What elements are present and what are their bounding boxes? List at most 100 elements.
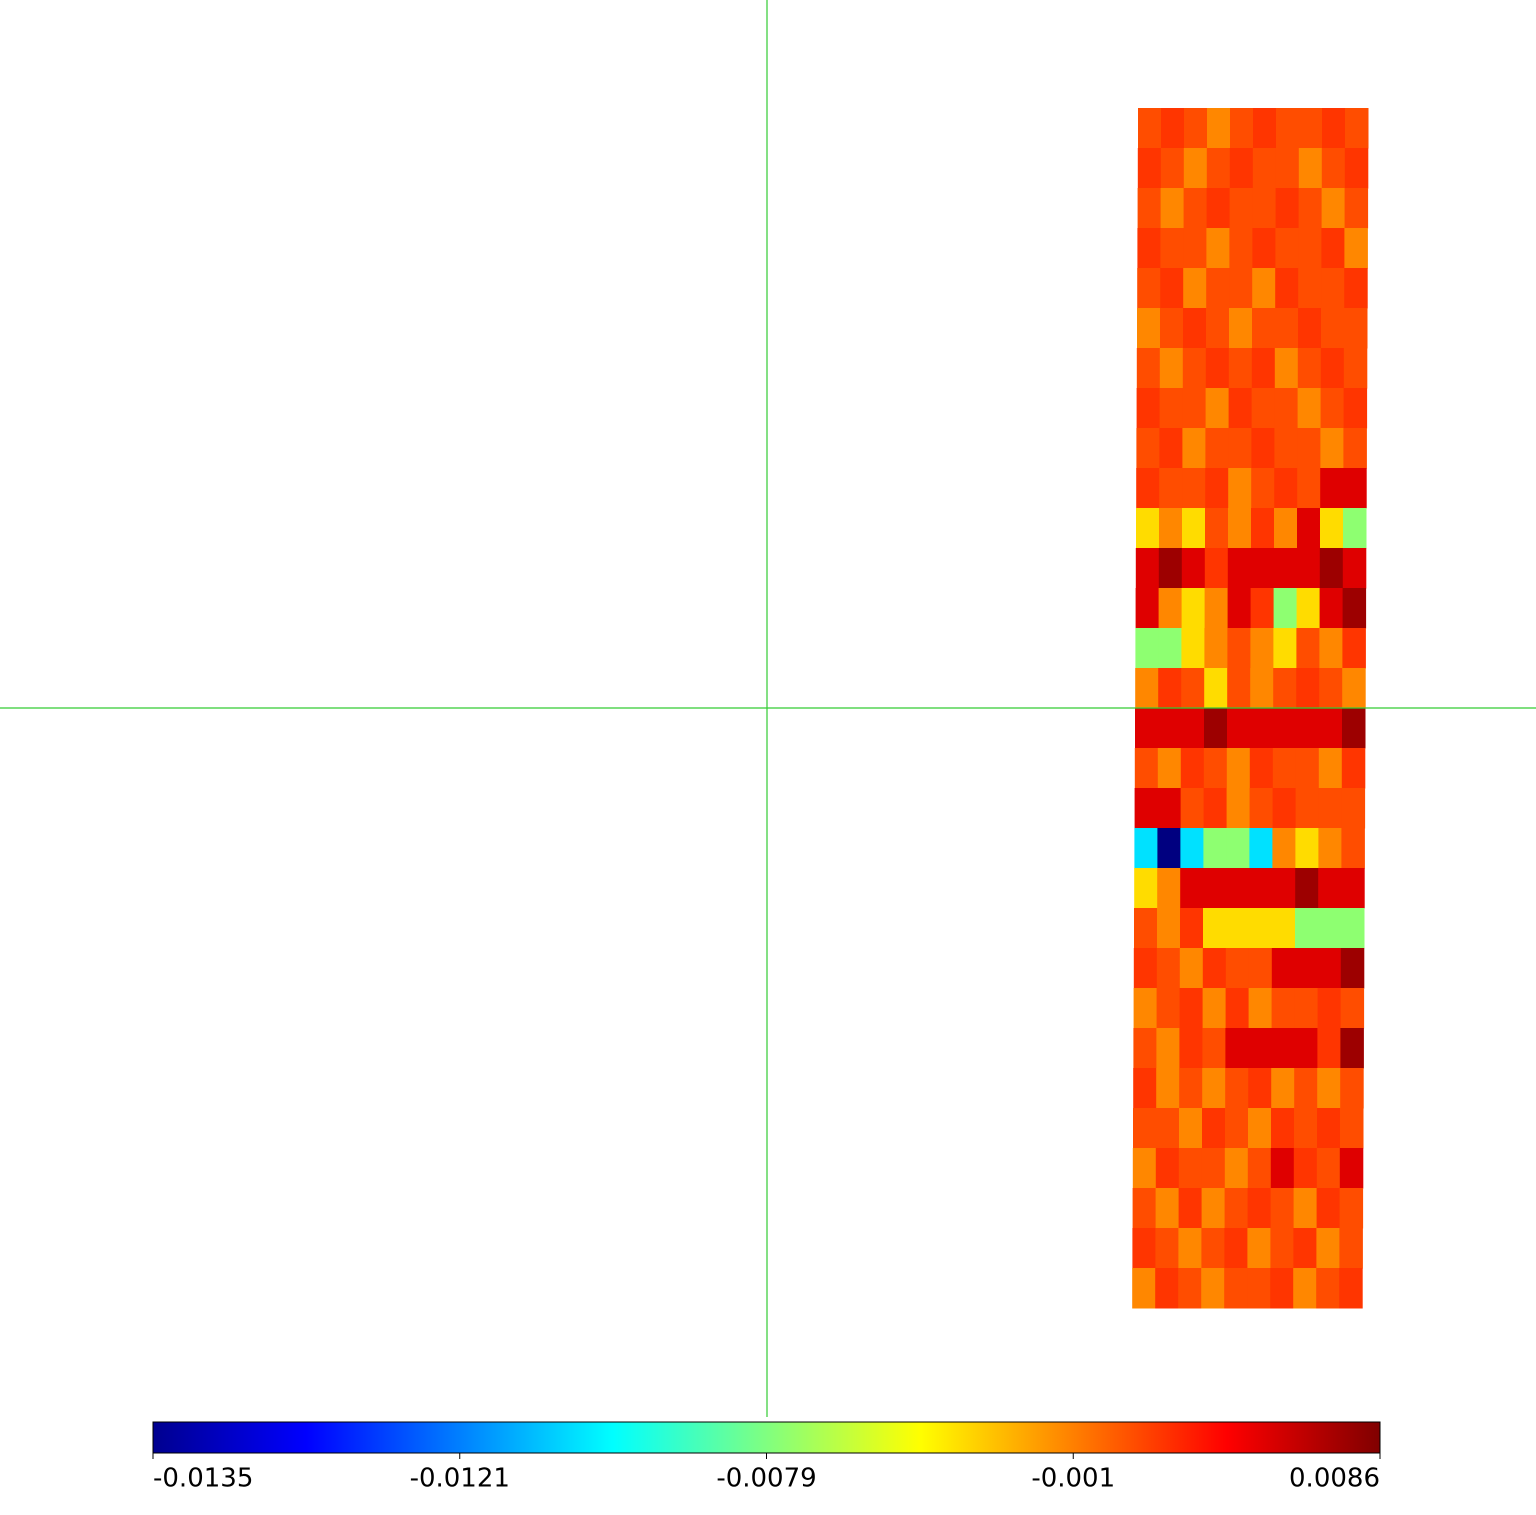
heatmap-cell	[1250, 668, 1274, 709]
heatmap-cell	[1157, 748, 1182, 789]
heatmap-cell	[1297, 508, 1321, 549]
heatmap-cell	[1136, 468, 1160, 509]
heatmap-cell	[1272, 788, 1297, 829]
heatmap-cell	[1340, 1108, 1364, 1149]
heatmap-cell	[1319, 708, 1343, 749]
heatmap-cell	[1344, 148, 1369, 189]
heatmap-cell	[1207, 108, 1231, 149]
heatmap-cell	[1344, 268, 1368, 309]
heatmap-cell	[1319, 548, 1344, 589]
heatmap-cell	[1229, 148, 1254, 189]
heatmap-cell	[1340, 988, 1365, 1029]
colorbar-tick-label: -0.0135	[153, 1464, 253, 1494]
heatmap-cell	[1296, 548, 1321, 589]
heatmap-cell	[1181, 708, 1205, 749]
heatmap-cell	[1298, 188, 1323, 229]
heatmap-cell	[1178, 1228, 1202, 1269]
heatmap-cell	[1156, 948, 1181, 989]
heatmap-cell	[1132, 1228, 1156, 1269]
heatmap-cell	[1296, 628, 1320, 669]
heatmap-cell	[1320, 348, 1345, 389]
heatmap-cell	[1227, 588, 1252, 629]
heatmap-cell	[1224, 1268, 1248, 1309]
heatmap-cell	[1249, 748, 1274, 789]
heatmap-cell	[1248, 1028, 1272, 1069]
heatmap-cell	[1225, 1108, 1249, 1149]
heatmap-cell	[1343, 428, 1367, 469]
heatmap-cell	[1225, 948, 1250, 989]
heatmap-cell	[1133, 1028, 1157, 1069]
heatmap-cell	[1133, 1108, 1157, 1149]
heatmap-cell	[1340, 1068, 1364, 1109]
heatmap-cell	[1295, 868, 1319, 909]
heatmap-cell	[1295, 788, 1320, 829]
heatmap-cell	[1271, 1108, 1295, 1149]
heatmap-cell	[1182, 428, 1206, 469]
heatmap-cell	[1251, 508, 1275, 549]
heatmap-cell	[1183, 308, 1207, 349]
heatmap-cell	[1272, 748, 1297, 789]
heatmap-cell	[1343, 348, 1368, 389]
heatmap-cell	[1320, 468, 1344, 509]
heatmap-cell	[1248, 1068, 1272, 1109]
heatmap-cell	[1293, 1268, 1317, 1309]
heatmap-cell	[1225, 1068, 1249, 1109]
heatmap-cell	[1202, 1068, 1226, 1109]
heatmap-cell	[1158, 708, 1182, 749]
heatmap-cell	[1133, 948, 1158, 989]
heatmap-cell	[1224, 1228, 1248, 1269]
heatmap-cell	[1272, 868, 1296, 909]
heatmap-cell	[1342, 668, 1366, 709]
heatmap-cell	[1180, 828, 1204, 869]
heatmap-cell	[1297, 348, 1322, 389]
heatmap-cell	[1228, 508, 1252, 549]
heatmap-cell	[1136, 348, 1161, 389]
heatmap-cell	[1321, 188, 1346, 229]
heatmap-cell	[1273, 548, 1298, 589]
heatmap-cell	[1293, 1188, 1318, 1229]
heatmap-cell	[1181, 588, 1206, 629]
heatmap-cell	[1179, 1028, 1203, 1069]
heatmap-cell	[1202, 1028, 1226, 1069]
heatmap-cell	[1202, 948, 1227, 989]
heatmap-cell	[1132, 1188, 1157, 1229]
heatmap-cell	[1179, 988, 1204, 1029]
heatmap-cell	[1274, 388, 1299, 429]
heatmap-cell	[1135, 668, 1159, 709]
heatmap-cell	[1318, 828, 1342, 869]
heatmap-cell	[1275, 308, 1299, 349]
heatmap-cell	[1318, 748, 1343, 789]
heatmap-cell	[1270, 1268, 1294, 1309]
heatmap-cell	[1135, 548, 1160, 589]
heatmap-cell	[1206, 228, 1230, 269]
heatmap-cell	[1274, 428, 1298, 469]
heatmap-cell	[1252, 148, 1277, 189]
heatmap-cell	[1317, 1028, 1341, 1069]
heatmap-cell	[1298, 268, 1322, 309]
heatmap-cell	[1178, 1268, 1202, 1309]
heatmap-cell	[1296, 668, 1320, 709]
heatmap-cell	[1341, 908, 1365, 949]
heatmap-cell	[1296, 588, 1321, 629]
heatmap-cell	[1155, 1228, 1179, 1269]
heatmap-cell	[1206, 188, 1231, 229]
heatmap-cell	[1230, 108, 1254, 149]
heatmap-cell	[1252, 308, 1276, 349]
heatmap-cell	[1298, 148, 1323, 189]
heatmap-cell	[1250, 548, 1275, 589]
heatmap-cell	[1183, 148, 1208, 189]
heatmap-cell	[1206, 148, 1231, 189]
heatmap-cell	[1247, 1228, 1271, 1269]
heatmap-cell	[1180, 788, 1205, 829]
heatmap-cell	[1178, 1148, 1203, 1189]
heatmap-cell	[1181, 628, 1205, 669]
heatmap-cell	[1251, 468, 1275, 509]
heatmap-cell	[1250, 628, 1274, 669]
heatmap-cell	[1296, 708, 1320, 749]
heatmap-cell	[1227, 628, 1251, 669]
heatmap-cell	[1228, 388, 1253, 429]
heatmap-cell	[1204, 548, 1229, 589]
heatmap-cell	[1273, 588, 1298, 629]
